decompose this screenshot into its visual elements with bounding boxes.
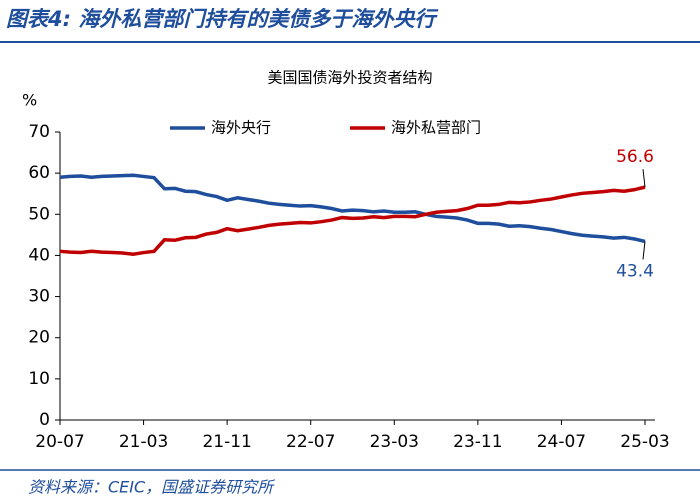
x-tick-label: 20-07: [35, 432, 84, 452]
source: 资料来源：CEIC，国盛证券研究所: [28, 478, 276, 497]
x-tick-label: 22-07: [286, 432, 335, 452]
series-line: [59, 173, 646, 244]
x-tick-label: 24-07: [537, 432, 586, 452]
y-tick-label: 50: [28, 204, 50, 224]
y-tick-label: 60: [28, 163, 50, 183]
x-tick-label: 23-11: [453, 432, 502, 452]
x-tick-label: 25-03: [620, 432, 669, 452]
label-leader: [642, 241, 646, 260]
y-tick-label: 40: [28, 245, 50, 265]
data-label: 56.6: [616, 147, 654, 167]
chart-title: 美国国债海外投资者结构: [267, 69, 432, 87]
y-tick-label: 10: [28, 369, 50, 389]
y-tick-label: 20: [28, 328, 50, 348]
label-leader: [642, 169, 646, 188]
series-line: [59, 185, 646, 256]
y-unit: %: [22, 91, 37, 110]
y-tick-label: 70: [28, 122, 50, 142]
data-label: 43.4: [616, 261, 654, 281]
x-tick-label: 23-03: [370, 432, 419, 452]
legend-label: 海外央行: [211, 119, 271, 137]
page-title: 图表4: 海外私营部门持有的美债多于海外央行: [6, 7, 439, 31]
legend-label: 海外私营部门: [391, 119, 481, 137]
x-tick-label: 21-03: [119, 432, 168, 452]
y-tick-label: 30: [28, 287, 50, 307]
y-tick-label: 0: [39, 410, 50, 430]
x-tick-label: 21-11: [202, 432, 251, 452]
